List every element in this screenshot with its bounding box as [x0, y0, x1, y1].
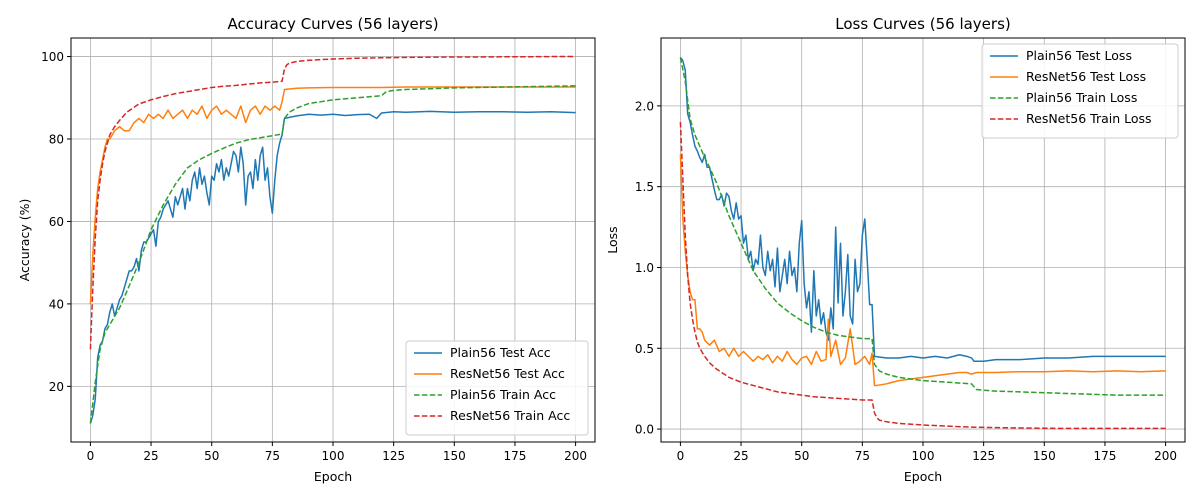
accuracy-y-tick-label: 40	[49, 297, 64, 311]
loss-legend-label: Plain56 Test Loss	[1026, 48, 1132, 63]
loss-y-axis-label: Loss	[605, 226, 620, 253]
accuracy-x-tick-label: 0	[87, 449, 95, 463]
accuracy-x-tick-label: 25	[143, 449, 158, 463]
loss-series-plain56-test-loss-line	[679, 56, 1166, 362]
accuracy-x-tick-label: 175	[503, 449, 526, 463]
accuracy-x-tick-label: 150	[443, 449, 466, 463]
loss-x-tick-label: 25	[733, 449, 748, 463]
accuracy-y-tick-label: 20	[49, 380, 64, 394]
loss-chart-title: Loss Curves (56 layers)	[835, 15, 1011, 33]
loss-x-tick-label: 50	[794, 449, 809, 463]
accuracy-y-tick-label: 100	[41, 50, 64, 64]
loss-legend-label: ResNet56 Train Loss	[1026, 111, 1152, 126]
loss-x-tick-label: 75	[855, 449, 870, 463]
loss-series-plain56-train-loss-line	[679, 57, 1166, 396]
loss-x-tick-label: 0	[677, 449, 685, 463]
accuracy-x-tick-label: 50	[204, 449, 219, 463]
accuracy-series-plain56-test-acc-line	[89, 110, 576, 424]
accuracy-legend-label: ResNet56 Train Acc	[450, 408, 570, 423]
accuracy-legend: Plain56 Test Acc ResNet56 Test Acc Plain56…	[405, 340, 589, 436]
loss-x-axis-label: Epoch	[904, 469, 942, 484]
loss-y-tick-label: 1.0	[635, 261, 654, 275]
accuracy-legend-box	[405, 340, 589, 436]
accuracy-legend-label: ResNet56 Test Acc	[450, 366, 565, 381]
loss-y-tick-label: 1.5	[635, 180, 654, 194]
accuracy-x-tick-label: 75	[265, 449, 280, 463]
loss-legend-box	[981, 43, 1179, 139]
loss-y-tick-label: 2.0	[635, 99, 654, 113]
loss-legend-label: ResNet56 Test Loss	[1026, 69, 1146, 84]
loss-panel: 0 25 50 75 100 125 150 175 200 0.0 0.5 1.0 1.5 2.0 Lo…	[605, 15, 1186, 484]
loss-y-tick-label: 0.0	[635, 423, 654, 437]
accuracy-chart-title: Accuracy Curves (56 layers)	[227, 15, 438, 33]
loss-legend-label: Plain56 Train Loss	[1026, 90, 1137, 105]
accuracy-legend-label: Plain56 Train Acc	[450, 387, 556, 402]
accuracy-series-resnet56-test-acc-line	[89, 86, 576, 304]
loss-y-tick-label: 0.5	[635, 342, 654, 356]
loss-x-tick-label: 175	[1093, 449, 1116, 463]
accuracy-x-tick-label: 200	[564, 449, 587, 463]
accuracy-x-axis-label: Epoch	[314, 469, 352, 484]
loss-x-tick-label: 125	[972, 449, 995, 463]
loss-x-tick-label: 150	[1033, 449, 1056, 463]
accuracy-y-tick-label: 80	[49, 133, 64, 147]
loss-x-tick-label: 100	[912, 449, 935, 463]
loss-series-resnet56-test-loss-line	[679, 154, 1166, 387]
accuracy-x-tick-label: 100	[322, 449, 345, 463]
accuracy-legend-label: Plain56 Test Acc	[450, 345, 551, 360]
accuracy-series-plain56-train-acc-line	[89, 85, 576, 424]
accuracy-series-resnet56-train-acc-line	[89, 55, 576, 350]
accuracy-panel: 0 25 50 75 100 125 150 175 200 20 40 60 80 100 Accura…	[17, 15, 596, 484]
accuracy-x-tick-label: 125	[382, 449, 405, 463]
accuracy-y-tick-label: 60	[49, 215, 64, 229]
loss-legend: Plain56 Test Loss ResNet56 Test Loss Plain…	[981, 43, 1179, 139]
loss-series-resnet56-train-loss-line	[679, 121, 1166, 430]
loss-x-tick-label: 200	[1154, 449, 1177, 463]
accuracy-y-axis-label: Accuracy (%)	[17, 199, 32, 282]
